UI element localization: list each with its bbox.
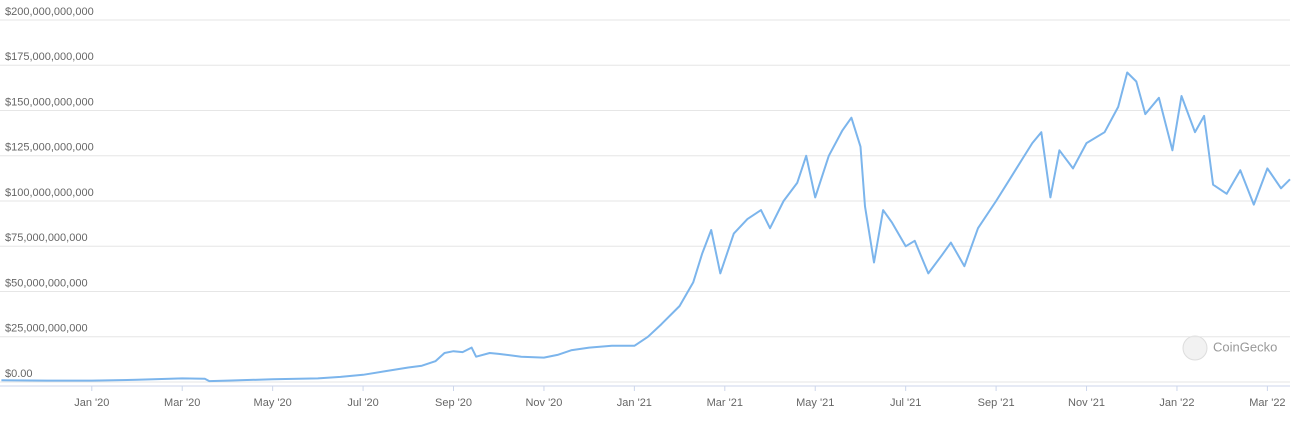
y-tick-label: $100,000,000,000 bbox=[5, 187, 94, 199]
x-tick-label: Jul '20 bbox=[347, 397, 378, 409]
x-tick-label: Jul '21 bbox=[890, 397, 921, 409]
x-tick-label: May '21 bbox=[796, 397, 834, 409]
line bbox=[1, 71, 1291, 383]
x-tick-label: May '20 bbox=[254, 397, 292, 409]
y-tick-label: $50,000,000,000 bbox=[5, 277, 88, 289]
y-tick-label: $0.00 bbox=[5, 368, 33, 380]
y-tick-label: $125,000,000,000 bbox=[5, 142, 94, 154]
x-tick-label: Nov '21 bbox=[1068, 397, 1105, 409]
y-tick-label: $75,000,000,000 bbox=[5, 232, 88, 244]
x-tick-label: Jan '21 bbox=[617, 397, 652, 409]
y-tick-label: $25,000,000,000 bbox=[5, 323, 88, 335]
x-tick-label: Mar '21 bbox=[707, 397, 743, 409]
y-tick-label: $150,000,000,000 bbox=[5, 96, 94, 108]
x-tick-label: Mar '22 bbox=[1249, 397, 1285, 409]
watermark-logo bbox=[1182, 335, 1208, 361]
y-tick-label: $200,000,000,000 bbox=[5, 6, 94, 18]
x-tick-label: Mar '20 bbox=[164, 397, 200, 409]
watermark: CoinGecko bbox=[1182, 335, 1277, 361]
x-tick-label: Sep '20 bbox=[435, 397, 472, 409]
y-tick-label: $175,000,000,000 bbox=[5, 51, 94, 63]
x-tick-label: Sep '21 bbox=[978, 397, 1015, 409]
watermark-text: CoinGecko bbox=[1213, 339, 1277, 354]
x-tick-label: Jan '22 bbox=[1159, 397, 1194, 409]
x-tick-label: Nov '20 bbox=[525, 397, 562, 409]
x-tick-label: Jan '20 bbox=[74, 397, 109, 409]
